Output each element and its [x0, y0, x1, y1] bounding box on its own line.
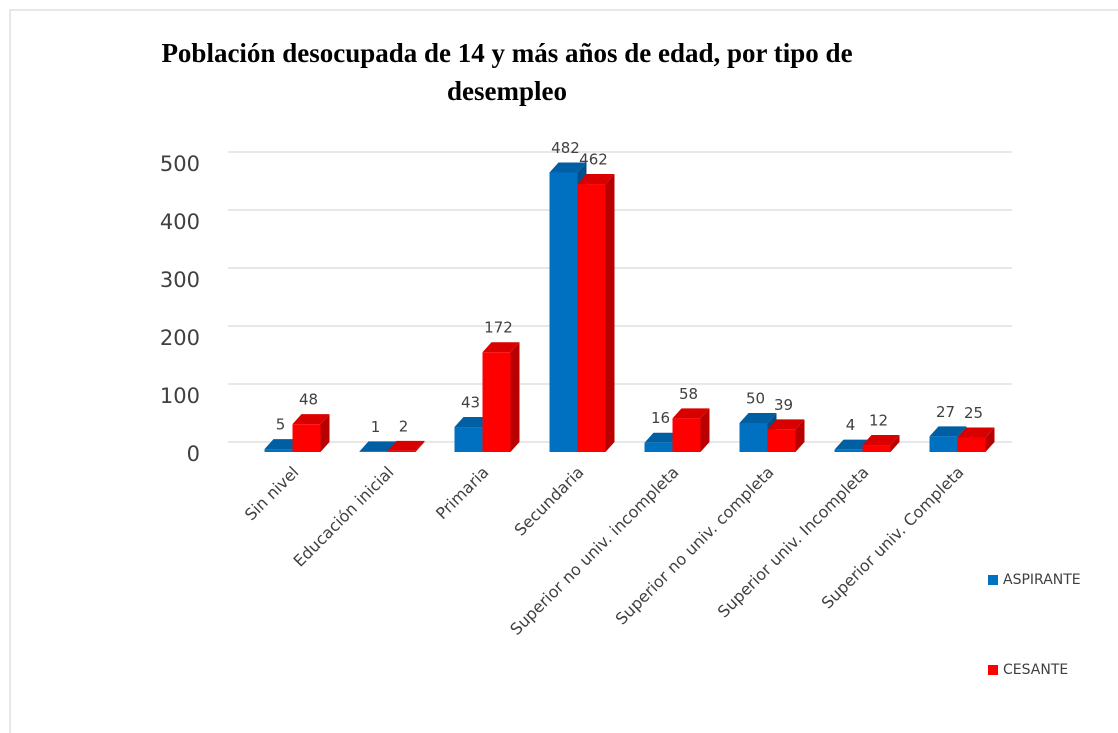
- bar-top: [359, 441, 397, 452]
- value-label: 1: [371, 418, 381, 436]
- bar: [644, 442, 673, 452]
- value-label: 58: [679, 385, 698, 403]
- value-label: 482: [551, 139, 580, 157]
- bar-side: [700, 408, 710, 452]
- value-label: 39: [774, 396, 793, 414]
- x-tick-label: Superior no univ. completa: [612, 463, 778, 629]
- bar: [292, 424, 321, 452]
- value-label: 5: [276, 416, 286, 434]
- bar: [929, 436, 958, 452]
- value-label: 43: [461, 394, 480, 412]
- bar-top: [672, 408, 710, 419]
- bar-side: [605, 174, 615, 453]
- y-tick-label: 0: [187, 442, 200, 466]
- bar-side: [890, 435, 900, 452]
- bar-top: [739, 413, 777, 423]
- bar: [834, 449, 863, 452]
- x-tick-label: Superior no univ. incompleta: [506, 463, 682, 639]
- bar: [862, 445, 891, 452]
- bar: [767, 429, 796, 452]
- y-tick-label: 400: [160, 210, 200, 234]
- legend-swatch: [988, 575, 998, 585]
- bar-top: [929, 426, 967, 437]
- bar: [454, 427, 483, 452]
- chart-title: Población desocupada de 14 y más años de…: [161, 38, 853, 106]
- value-label: 462: [579, 151, 608, 169]
- x-tick-label: Sin nivel: [241, 463, 303, 525]
- bar-side: [320, 414, 330, 452]
- frame: [9, 9, 1118, 733]
- bar: [482, 352, 511, 452]
- bar: [577, 184, 606, 453]
- bar-side: [415, 440, 425, 452]
- bar-top: [834, 439, 872, 450]
- value-label: 12: [869, 412, 888, 430]
- y-tick-label: 500: [160, 152, 200, 176]
- y-tick-label: 100: [160, 384, 200, 408]
- bar: [957, 437, 986, 452]
- legend-label: ASPIRANTE: [1003, 572, 1081, 588]
- bar: [387, 450, 416, 452]
- bar: [739, 423, 768, 452]
- bar-top: [454, 417, 492, 428]
- value-label: 25: [964, 404, 983, 422]
- bar-top: [264, 439, 302, 450]
- x-tick-label: Secundaria: [511, 463, 588, 540]
- bar-side: [510, 342, 520, 452]
- bar-top: [482, 342, 520, 353]
- value-label: 48: [299, 391, 318, 409]
- bar-side: [985, 427, 995, 452]
- bar-top: [644, 432, 682, 443]
- bar-top: [549, 162, 587, 173]
- bar: [359, 451, 388, 452]
- bar-top: [767, 419, 805, 430]
- x-tick-label: Superior univ. Incompleta: [714, 463, 873, 622]
- value-label: 4: [846, 416, 856, 434]
- value-label: 2: [399, 417, 409, 435]
- value-label: 50: [746, 390, 765, 408]
- legend-swatch: [988, 665, 998, 675]
- x-tick-label: Primaria: [432, 463, 493, 524]
- bar: [672, 418, 701, 452]
- value-label: 27: [936, 403, 955, 421]
- bar-top: [387, 440, 425, 451]
- bar-top: [577, 174, 615, 185]
- bar: [549, 172, 578, 452]
- legend-label: CESANTE: [1003, 662, 1068, 678]
- y-tick-label: 300: [160, 268, 200, 292]
- value-label: 172: [484, 319, 513, 337]
- bar-top: [862, 435, 900, 446]
- bar-side: [795, 419, 805, 452]
- value-label: 16: [651, 409, 670, 427]
- bar: [264, 449, 293, 452]
- y-tick-label: 200: [160, 326, 200, 350]
- x-tick-label: Educación inicial: [289, 463, 397, 571]
- bar-top: [957, 427, 995, 438]
- bar-top: [292, 414, 330, 425]
